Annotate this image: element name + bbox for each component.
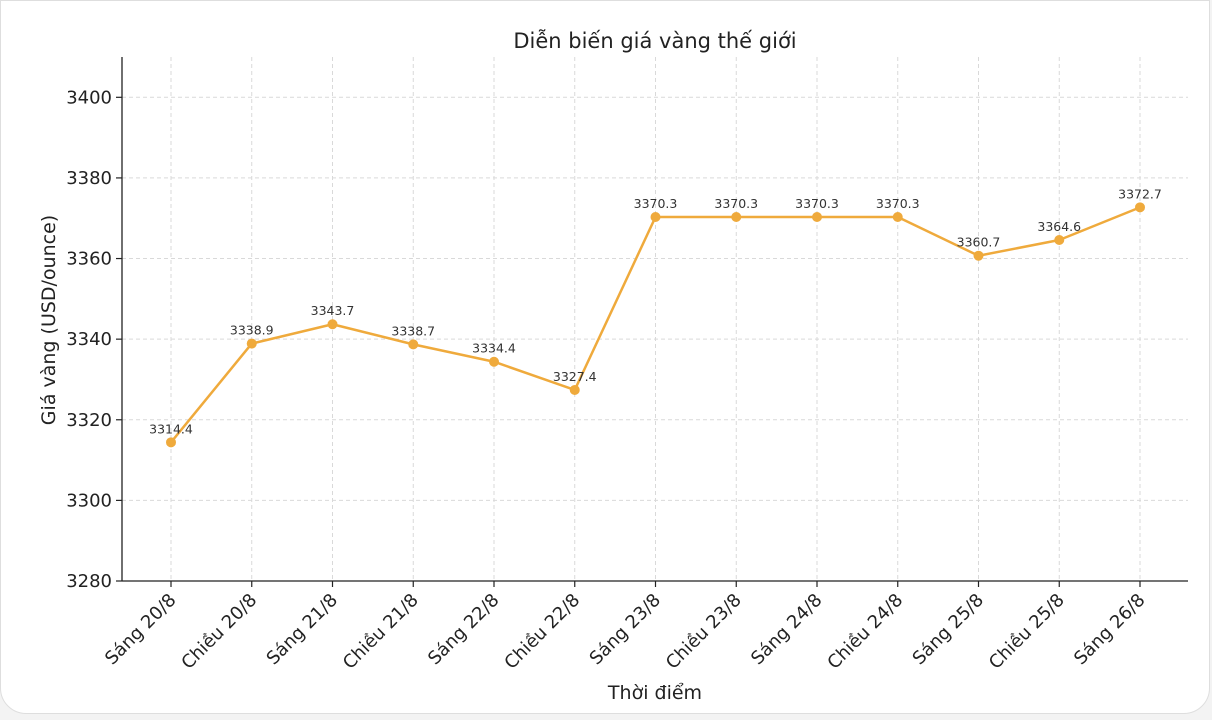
y-tick-label: 3300 [66,490,112,511]
data-label: 3370.3 [634,196,678,211]
data-point [327,319,338,330]
chart-title: Diễn biến giá vàng thế giới [513,28,796,53]
data-label: 3360.7 [957,235,1001,250]
data-point [650,212,661,223]
data-point [246,338,257,349]
y-tick-label: 3280 [66,571,112,592]
data-label: 3372.7 [1118,186,1162,201]
data-point [166,437,176,448]
x-tick-label: Sáng 24/8 [747,590,827,670]
x-tick-label: Chiều 22/8 [500,590,584,674]
y-axis-label: Giá vàng (USD/ounce) [38,215,60,425]
data-labels: 3314.4 3338.9 3343.7 3338.7 3334.4 3327.4 3370… [149,186,1162,436]
data-point [569,384,580,395]
x-axis-label: Thời điểm [607,682,702,704]
x-tick-label: Sáng 26/8 [1070,590,1150,670]
y-tick-label: 3380 [66,168,112,189]
x-tick-label: Sáng 22/8 [424,590,504,670]
data-point [1054,234,1065,245]
y-tick-label: 3320 [66,410,112,431]
data-label: 3370.3 [714,196,758,211]
x-tick-label: Sáng 25/8 [909,590,989,670]
x-tick-label: Sáng 23/8 [586,590,666,670]
data-label: 3327.4 [553,369,597,384]
data-label: 3370.3 [876,196,920,211]
grid [122,57,1188,581]
x-tick-label: Chiều 24/8 [823,590,907,674]
data-point [973,250,984,261]
data-label: 3364.6 [1037,219,1081,234]
data-point [892,212,903,223]
data-point [408,339,419,350]
y-tick-label: 3360 [66,249,112,270]
data-label: 3370.3 [795,196,839,211]
x-tick-label: Chiều 21/8 [339,590,423,674]
y-tick-label: 3400 [66,87,112,108]
data-label: 3338.7 [391,323,435,338]
x-tick-label: Chiều 23/8 [662,590,746,674]
x-tick-label: Sáng 20/8 [101,590,181,670]
series [166,202,1145,448]
data-label: 3338.9 [230,323,274,338]
data-point [1135,202,1145,213]
data-label: 3314.4 [149,421,193,436]
y-tick-label: 3340 [66,329,112,350]
x-tick-label: Chiều 20/8 [177,590,261,674]
data-point [489,356,499,367]
x-tick-label: Chiều 25/8 [985,590,1069,674]
y-ticks: 3280 3300 3320 3340 3360 3380 3400 [66,87,122,592]
data-point [812,212,822,223]
x-tick-label: Sáng 21/8 [263,590,343,670]
data-label: 3343.7 [311,303,355,318]
data-label: 3334.4 [472,341,516,356]
data-point [731,212,742,223]
